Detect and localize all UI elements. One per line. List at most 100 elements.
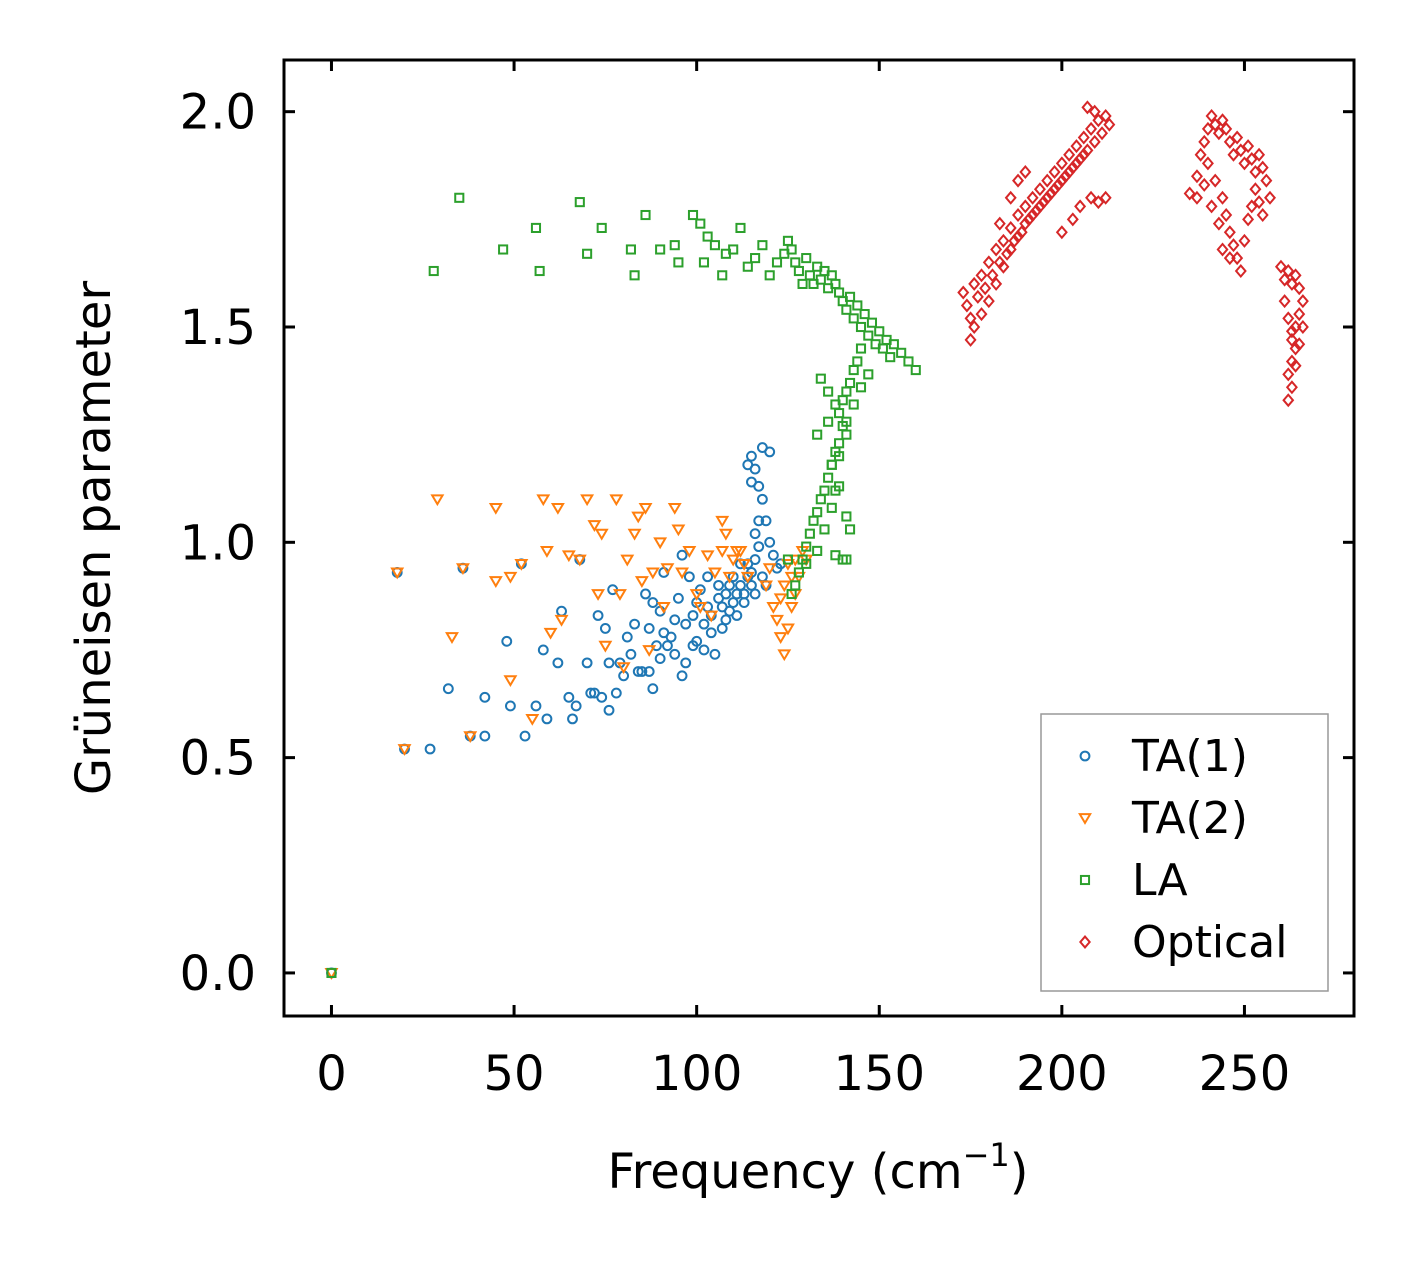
point-ta-2: [773, 593, 788, 606]
point-ta-2: [766, 602, 781, 614]
point-optical: [1238, 156, 1251, 171]
point-ta-1: [567, 713, 578, 725]
point-la: [655, 244, 666, 255]
x-axis-label-superscript: −1: [963, 1136, 1010, 1174]
point-ta-1: [570, 700, 582, 712]
point-ta-2: [634, 576, 649, 588]
point-la: [797, 278, 808, 289]
point-optical: [1077, 130, 1090, 145]
legend-label: TA(1): [1131, 731, 1248, 782]
point-optical: [1085, 121, 1098, 136]
legend-entries: TA(1) TA(2) LA Optical: [1078, 731, 1287, 968]
point-ta-2: [645, 567, 660, 580]
point-ta-2: [613, 589, 627, 601]
point-optical: [1278, 272, 1291, 287]
point-la: [855, 382, 867, 393]
point-optical: [1249, 182, 1262, 197]
point-ta-2: [682, 546, 697, 558]
point-ta-1: [479, 691, 491, 703]
point-ta-1: [636, 666, 648, 677]
point-optical: [1278, 294, 1291, 309]
point-optical: [1223, 225, 1236, 240]
legend-label: LA: [1132, 855, 1188, 906]
point-optical: [1223, 251, 1236, 266]
point-ta-1: [731, 610, 743, 621]
point-optical: [1282, 311, 1295, 326]
point-optical: [1234, 143, 1247, 158]
point-optical: [1293, 281, 1306, 296]
point-optical: [1055, 225, 1068, 240]
point-la: [844, 524, 856, 535]
point-optical: [968, 276, 981, 291]
point-la: [855, 343, 867, 354]
x-tick-label: 0: [316, 1046, 347, 1102]
point-optical: [1001, 246, 1014, 261]
legend-marker-optical: [1079, 935, 1091, 949]
y-tick-label: 1.5: [180, 300, 256, 356]
point-ta-1: [585, 687, 597, 699]
y-tick-label: 0.0: [180, 946, 256, 1002]
legend-marker-la: [1079, 874, 1091, 886]
point-ta-2: [781, 623, 795, 636]
point-la: [786, 588, 797, 600]
point-optical: [1012, 173, 1025, 188]
point-la: [885, 352, 896, 363]
point-optical: [1296, 294, 1309, 309]
point-la: [830, 399, 841, 410]
y-tick-label: 2.0: [180, 85, 256, 141]
point-ta-2: [620, 554, 635, 567]
point-ta-1: [746, 579, 757, 591]
point-ta-1: [662, 640, 673, 652]
point-la: [750, 253, 761, 264]
point-ta-1: [753, 541, 765, 553]
point-ta-2: [671, 524, 686, 537]
legend: TA(1) TA(2) LA Optical: [1040, 713, 1329, 992]
point-optical: [1242, 139, 1255, 154]
point-la: [804, 528, 815, 539]
point-la: [735, 222, 746, 234]
legend-entry-optical: Optical: [1079, 917, 1287, 968]
point-optical: [979, 281, 992, 296]
point-ta-2: [675, 567, 690, 580]
legend-label: TA(2): [1131, 793, 1248, 844]
point-ta-1: [716, 623, 728, 634]
point-ta-1: [709, 648, 721, 660]
point-la: [826, 502, 837, 513]
point-la: [687, 209, 699, 221]
point-ta-1: [676, 549, 688, 561]
point-optical: [1190, 190, 1203, 205]
point-la: [823, 386, 834, 397]
point-ta-2: [594, 528, 609, 541]
point-la: [534, 265, 545, 277]
point-ta-2: [550, 502, 565, 515]
point-optical: [1026, 208, 1039, 223]
point-la: [863, 369, 874, 380]
point-ta-1: [537, 644, 549, 656]
point-ta-1: [581, 657, 593, 669]
point-la: [896, 347, 907, 358]
point-ta-2: [653, 537, 668, 550]
point-la: [903, 356, 914, 367]
point-ta-2: [455, 563, 470, 576]
point-la: [801, 558, 812, 569]
point-optical: [1220, 208, 1233, 223]
point-optical: [957, 285, 970, 300]
point-la: [742, 261, 753, 272]
point-la: [874, 326, 885, 337]
point-la: [786, 244, 797, 255]
point-la: [764, 270, 775, 281]
point-optical: [1070, 156, 1083, 171]
point-ta-1: [669, 614, 681, 626]
point-optical: [1234, 264, 1247, 279]
point-ta-2: [543, 627, 558, 640]
point-ta-1: [749, 588, 761, 600]
point-ta-1: [519, 730, 531, 742]
point-optical: [1282, 393, 1295, 408]
point-la: [728, 244, 739, 255]
point-ta-1: [603, 657, 615, 669]
point-ta-2: [631, 511, 646, 524]
point-optical: [1063, 147, 1076, 162]
point-optical: [1256, 160, 1269, 175]
point-ta-1: [632, 666, 644, 677]
point-ta-1: [424, 743, 436, 755]
